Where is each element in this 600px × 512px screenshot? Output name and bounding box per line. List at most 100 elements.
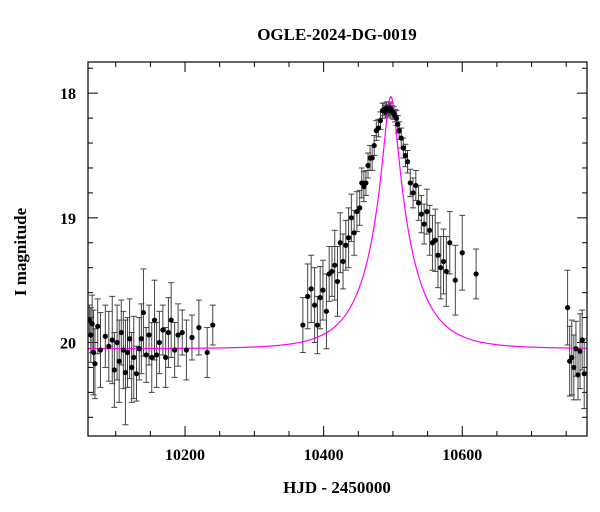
data-point	[443, 268, 449, 275]
tick-labels: 10200 10400 10600 18 19 20	[60, 86, 482, 464]
data-point	[332, 262, 338, 268]
data-point	[138, 336, 144, 342]
data-point	[415, 200, 422, 206]
data-point	[407, 180, 413, 186]
data-point	[109, 337, 115, 343]
data-point	[196, 324, 202, 331]
data-point	[111, 367, 117, 373]
data-point	[404, 159, 411, 165]
data-point	[398, 135, 404, 141]
data-point	[102, 333, 108, 339]
data-point	[124, 349, 131, 356]
data-point	[92, 361, 98, 367]
data-point	[459, 250, 465, 256]
data-point	[120, 347, 126, 353]
data-point	[314, 322, 321, 328]
data-point	[375, 125, 381, 131]
data-point	[308, 286, 314, 292]
data-point	[413, 182, 419, 189]
data-point	[126, 336, 133, 342]
data-point	[97, 347, 104, 353]
data-point	[348, 215, 354, 221]
data-point	[581, 371, 587, 377]
data-point	[473, 271, 479, 277]
data-point	[424, 209, 430, 215]
data-point	[129, 364, 135, 371]
data-point	[305, 293, 311, 299]
data-point	[395, 121, 401, 127]
data-point	[116, 358, 122, 364]
data-point	[90, 349, 97, 356]
data-point	[95, 323, 101, 329]
data-point	[573, 346, 579, 352]
chart-title: OGLE-2024-DG-0019	[257, 25, 417, 44]
data-point	[183, 347, 190, 353]
data-point	[179, 329, 185, 336]
data-point	[165, 329, 171, 336]
data-point	[371, 142, 377, 149]
data-point	[575, 372, 581, 378]
data-point	[340, 258, 346, 265]
data-point	[334, 278, 341, 285]
data-point	[88, 332, 94, 338]
data-point	[365, 162, 371, 169]
data-point	[300, 322, 306, 328]
y-tick-label: 18	[60, 86, 76, 103]
data-point	[418, 211, 424, 217]
data-point	[452, 277, 458, 283]
data-point	[438, 265, 444, 271]
data-point	[210, 322, 216, 328]
data-point	[435, 252, 441, 258]
data-point	[151, 317, 158, 323]
y-axis-label: I magnitude	[11, 207, 30, 296]
data-point	[400, 145, 406, 151]
data-point	[377, 117, 384, 124]
data-point	[160, 327, 166, 333]
data-point	[136, 346, 142, 352]
data-point	[106, 343, 112, 349]
data-point	[357, 205, 363, 211]
data-point	[427, 227, 433, 233]
data-point	[131, 354, 137, 361]
data-point	[163, 354, 169, 361]
data-point	[564, 304, 571, 311]
data-point	[571, 364, 577, 371]
data-point	[156, 339, 162, 346]
data-point	[320, 287, 326, 293]
data-points	[88, 105, 587, 378]
data-point	[343, 242, 349, 248]
data-point	[579, 337, 585, 343]
axis-ticks	[88, 62, 587, 436]
data-point	[354, 209, 360, 215]
data-point	[351, 230, 357, 236]
data-point	[577, 348, 583, 354]
data-point	[146, 332, 152, 338]
data-point	[143, 352, 149, 358]
x-tick-label: 10200	[165, 447, 205, 464]
data-point	[447, 240, 453, 246]
data-point	[410, 190, 416, 196]
data-point	[204, 349, 210, 356]
data-point	[118, 329, 124, 336]
data-point	[189, 334, 195, 341]
data-point	[569, 354, 575, 361]
model-curve-layer	[88, 95, 587, 350]
data-point	[432, 237, 438, 243]
data-point	[402, 152, 409, 159]
data-point	[312, 302, 318, 308]
plot-frame	[87, 61, 588, 437]
data-point	[88, 317, 92, 323]
data-point	[421, 221, 427, 227]
data-point	[317, 295, 323, 301]
data-point	[337, 240, 343, 246]
x-axis-label: HJD - 2450000	[283, 478, 391, 497]
data-point	[172, 347, 178, 353]
data-point	[149, 354, 155, 361]
data-point	[122, 369, 129, 376]
data-point	[393, 115, 400, 121]
data-point	[133, 371, 140, 377]
x-tick-label: 10400	[304, 447, 344, 464]
data-point	[323, 308, 330, 314]
data-point	[175, 332, 181, 338]
